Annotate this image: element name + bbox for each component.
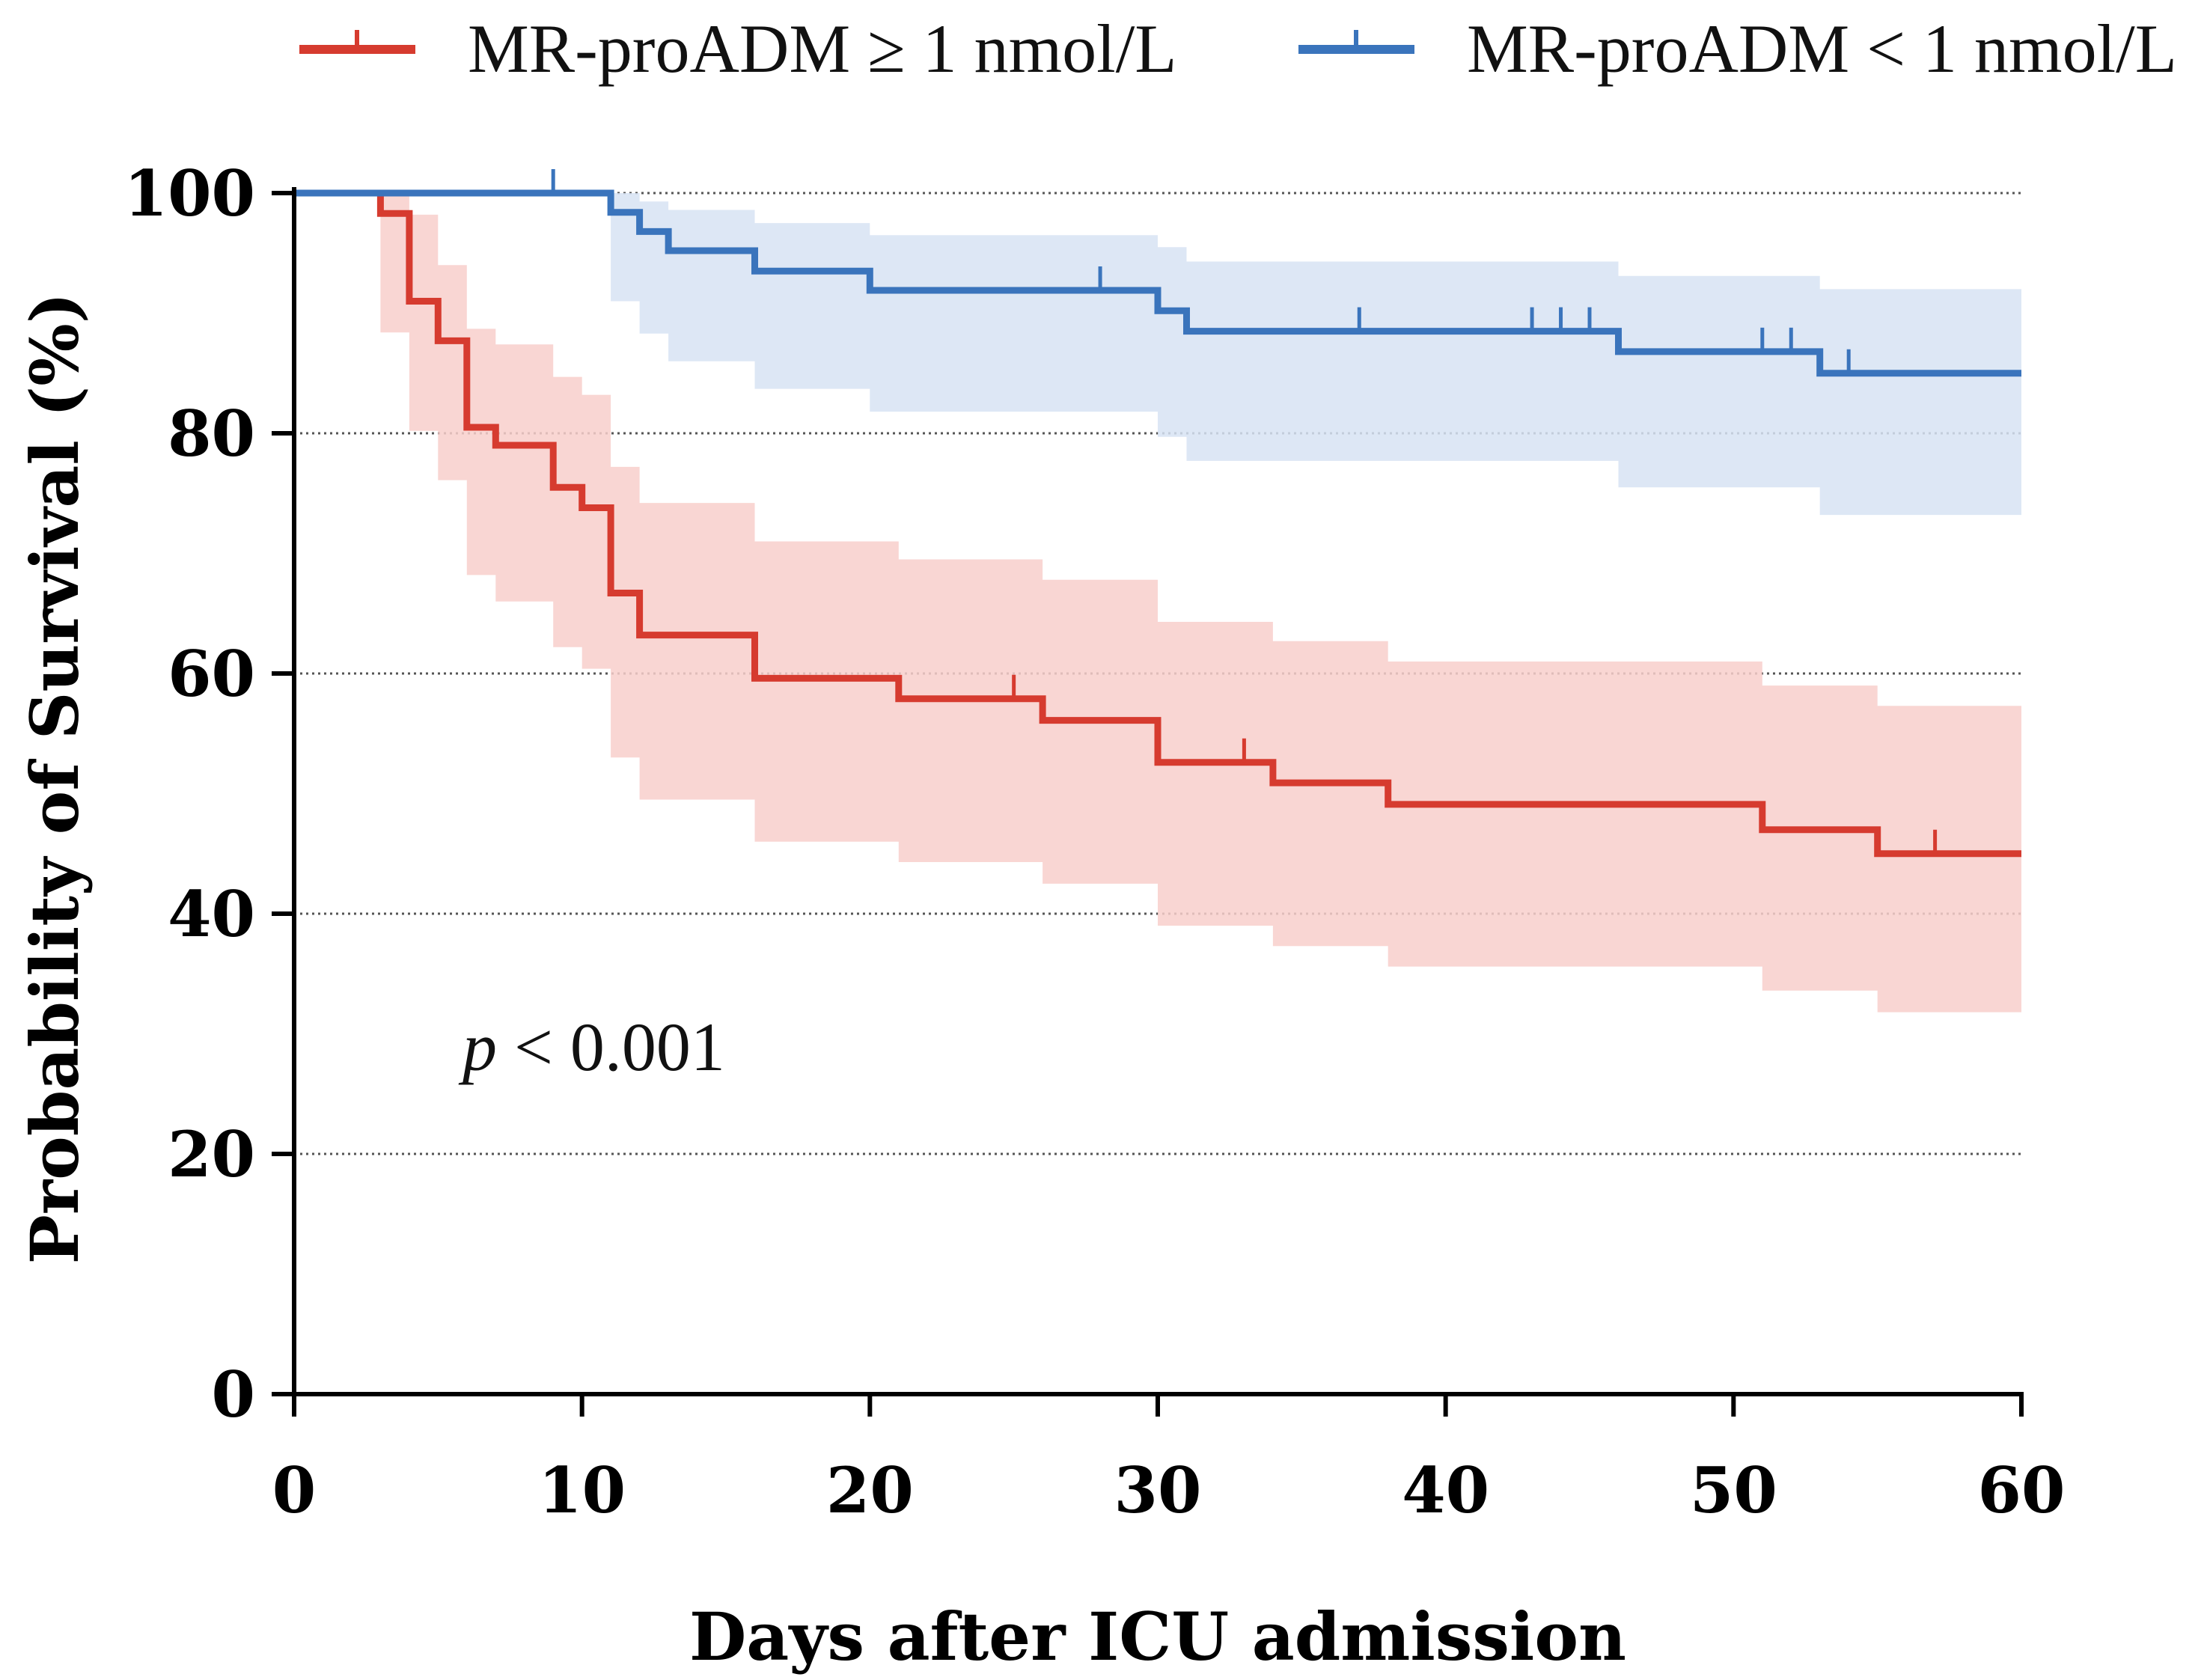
legend-item-low: MR-proADM < 1 nmol/L bbox=[1298, 10, 2177, 87]
confidence-bands bbox=[294, 193, 2021, 1012]
legend-label-high: MR-proADM ≥ 1 nmol/L bbox=[468, 10, 1177, 87]
survival-curves bbox=[294, 189, 2021, 858]
x-tick-label: 50 bbox=[1690, 1453, 1777, 1527]
x-tick-label: 0 bbox=[272, 1453, 316, 1527]
p-value-symbol: p bbox=[458, 1009, 497, 1085]
x-axis-title: Days after ICU admission bbox=[689, 1598, 1626, 1676]
y-tick-label: 60 bbox=[168, 637, 255, 711]
x-tick-label: 20 bbox=[826, 1453, 914, 1527]
y-tick-label: 20 bbox=[168, 1117, 255, 1191]
curve-high bbox=[294, 189, 2021, 858]
curve-low bbox=[294, 189, 2021, 377]
legend: MR-proADM ≥ 1 nmol/L MR-proADM < 1 nmol/… bbox=[299, 10, 2177, 87]
p-value-annotation: p < 0.001 bbox=[458, 1009, 725, 1085]
legend-item-high: MR-proADM ≥ 1 nmol/L bbox=[299, 10, 1177, 87]
p-value-text: < 0.001 bbox=[497, 1009, 725, 1085]
y-tick-label: 80 bbox=[168, 397, 255, 471]
y-axis-title: Probability of Survival (%) bbox=[16, 293, 94, 1265]
axes: 0 20 40 60 80 100 0 10 20 30 40 50 60 bbox=[124, 156, 2066, 1527]
y-tick-label: 40 bbox=[168, 877, 255, 951]
legend-label-low: MR-proADM < 1 nmol/L bbox=[1467, 10, 2177, 87]
y-tick-label: 100 bbox=[124, 156, 255, 230]
x-tick-label: 60 bbox=[1978, 1453, 2066, 1527]
x-tick-label: 30 bbox=[1114, 1453, 1202, 1527]
y-tick-label: 0 bbox=[212, 1357, 255, 1432]
ci-band-low bbox=[294, 193, 2021, 516]
censor-marks bbox=[551, 169, 1938, 854]
x-tick-label: 10 bbox=[538, 1453, 626, 1527]
x-tick-label: 40 bbox=[1402, 1453, 1489, 1527]
